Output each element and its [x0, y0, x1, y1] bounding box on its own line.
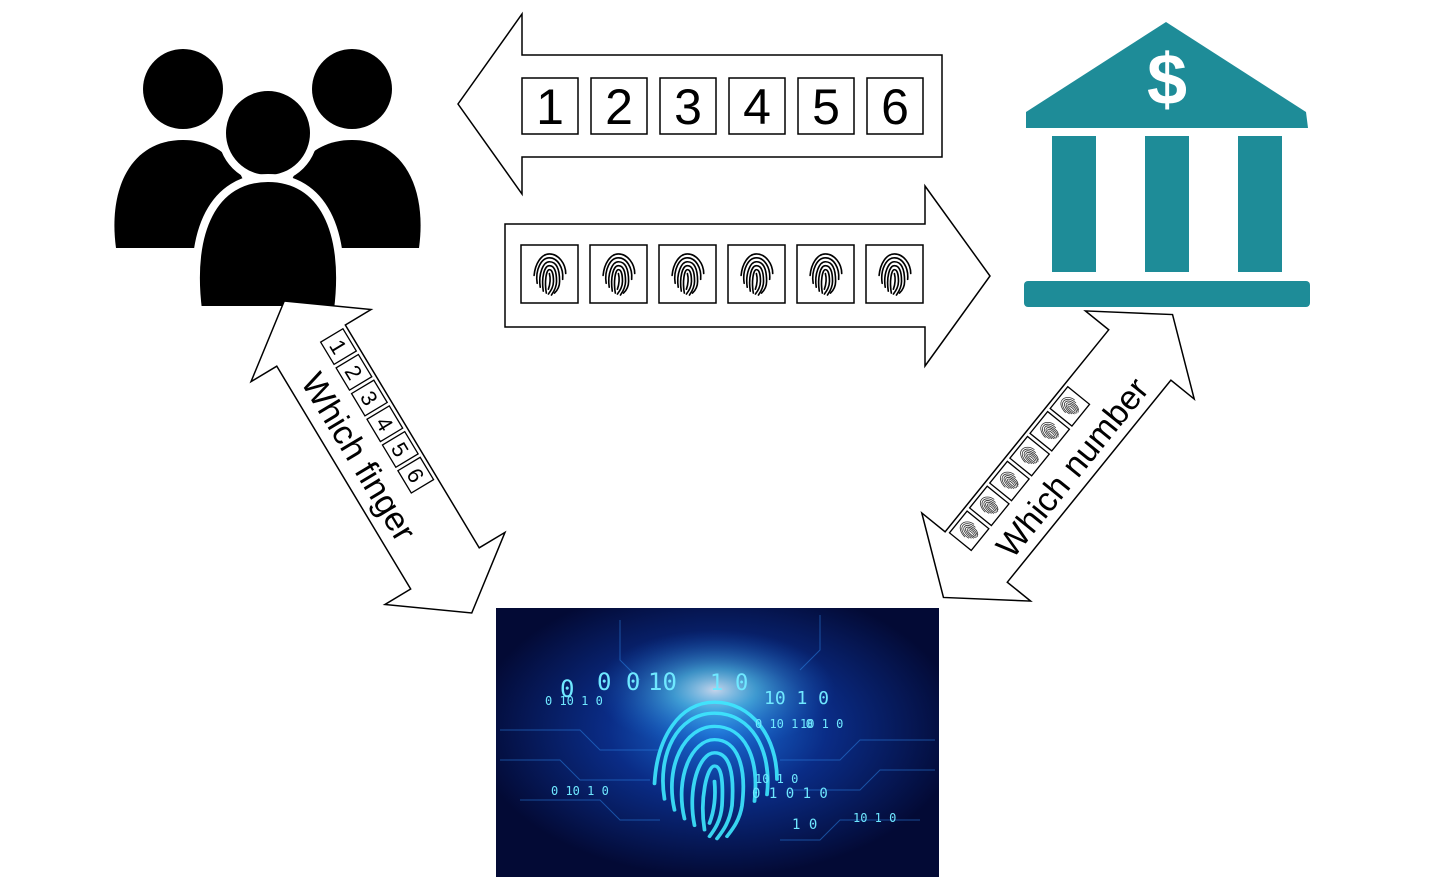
fingerprint-icon [727, 244, 786, 304]
number-box-3: 3 [350, 379, 389, 417]
fingerprint-icon [796, 244, 855, 304]
bank-icon: $ [1024, 22, 1310, 307]
binary-digits: 10 1 0 [764, 688, 829, 709]
number-label: 3 [674, 79, 702, 135]
fingerprint-icon [520, 244, 579, 304]
number-box-2: 2 [335, 353, 373, 392]
binary-digits: 10 1 0 [853, 811, 896, 825]
fingerprint-icon [1008, 435, 1051, 477]
binary-digits: 0 10 1 0 [545, 694, 603, 708]
number-label: 1 [536, 79, 564, 135]
dollar-symbol: $ [1147, 40, 1187, 120]
fingerprint-icon [968, 485, 1010, 527]
binary-digits: 0 [560, 675, 574, 703]
number-box-4: 4 [366, 404, 404, 443]
number-box-6: 6 [866, 77, 924, 135]
number-box-6: 6 [397, 456, 435, 494]
binary-digits: 1 [710, 671, 723, 696]
fingerprint-icon [865, 244, 924, 304]
number-box-3: 3 [659, 77, 717, 135]
binary-digits: 0 1 0 1 0 [752, 786, 828, 802]
number-box-1: 1 [521, 77, 579, 135]
users-group-icon [114, 49, 421, 314]
binary-digits: 0 0 [597, 668, 640, 696]
binary-digits: 10 1 0 [755, 772, 798, 786]
fingerprint-icon [658, 244, 717, 304]
binary-digits: 0 10 1 0 [551, 784, 609, 798]
number-box-4: 4 [728, 77, 786, 135]
binary-digits: 10 1 0 [800, 717, 843, 731]
number-label: 4 [743, 79, 771, 135]
fingerprint-icon [988, 460, 1031, 502]
binary-digits: 0 10 1 0 [755, 717, 813, 731]
fingerprint-icon [948, 510, 990, 552]
number-box-5: 5 [381, 430, 420, 469]
number-label: 6 [881, 79, 909, 135]
fingerprint-icon [1049, 385, 1091, 428]
number-box-5: 5 [797, 77, 855, 135]
binary-digits: 0 [735, 671, 748, 696]
number-label: 5 [812, 79, 840, 135]
middle-arrow-fingerprints [504, 183, 991, 369]
binary-digits: 10 [648, 668, 677, 696]
number-box-2: 2 [590, 77, 648, 135]
binary-digits: 1 0 [792, 817, 817, 833]
fingerprint-icon [1029, 410, 1071, 452]
fingerprint-icon [589, 244, 648, 304]
number-label: 2 [605, 79, 633, 135]
number-box-1: 1 [319, 327, 358, 366]
